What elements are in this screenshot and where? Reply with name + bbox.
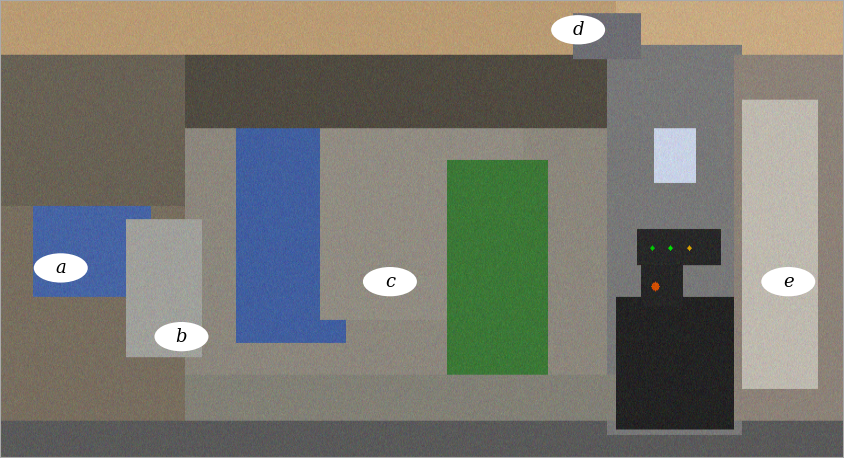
Circle shape bbox=[34, 253, 88, 283]
Text: e: e bbox=[783, 273, 793, 291]
Circle shape bbox=[154, 322, 208, 351]
Circle shape bbox=[761, 267, 815, 296]
Text: a: a bbox=[56, 259, 66, 277]
Circle shape bbox=[551, 15, 605, 44]
Text: b: b bbox=[176, 327, 187, 346]
Text: c: c bbox=[385, 273, 395, 291]
Text: d: d bbox=[572, 21, 584, 39]
Circle shape bbox=[363, 267, 417, 296]
